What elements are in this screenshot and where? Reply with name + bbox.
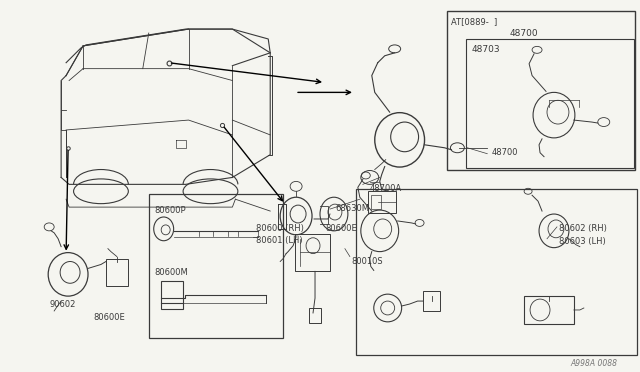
Bar — [309, 308, 321, 323]
Text: 48700: 48700 — [492, 148, 518, 157]
Bar — [422, 291, 440, 311]
Text: 80600E: 80600E — [325, 224, 356, 233]
Text: 48703: 48703 — [471, 45, 500, 54]
Text: 80600P: 80600P — [155, 206, 186, 215]
Bar — [368, 191, 396, 213]
Text: 48700A: 48700A — [370, 185, 402, 193]
Bar — [106, 259, 128, 286]
Bar — [467, 39, 634, 167]
Text: 48700: 48700 — [509, 29, 538, 38]
Text: 80601 (LH): 80601 (LH) — [256, 236, 303, 245]
Text: 80600 (RH): 80600 (RH) — [256, 224, 304, 233]
Bar — [161, 281, 182, 309]
Text: AT[0889-  ]: AT[0889- ] — [451, 17, 498, 26]
Text: 90602: 90602 — [49, 300, 76, 309]
Bar — [524, 296, 574, 324]
Text: 80600E: 80600E — [93, 313, 125, 322]
Text: 80603 (LH): 80603 (LH) — [559, 237, 605, 246]
Text: A998A 0088: A998A 0088 — [571, 359, 618, 368]
Bar — [356, 189, 637, 356]
Bar — [371, 195, 381, 209]
Text: 80602 (RH): 80602 (RH) — [559, 224, 607, 233]
Text: 80600M: 80600M — [155, 269, 188, 278]
Bar — [148, 194, 283, 338]
Bar — [447, 11, 635, 170]
Text: 68630M: 68630M — [335, 204, 369, 213]
Text: 80010S: 80010S — [352, 257, 383, 266]
